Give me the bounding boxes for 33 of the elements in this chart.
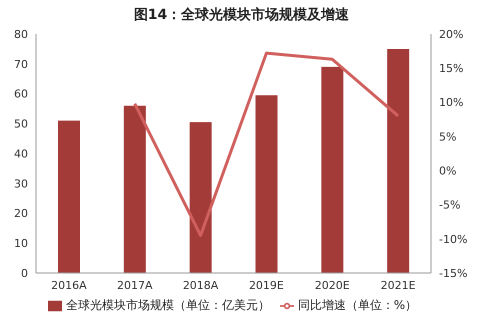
y-tick-label: 70 [14, 58, 28, 71]
bar [387, 48, 410, 273]
x-tick-label: 2016A [51, 278, 88, 292]
x-tick-label: 2021E [380, 278, 416, 292]
y-tick-label: 10 [14, 237, 28, 250]
line-series [133, 52, 400, 237]
y2-tick-label: 15% [439, 62, 464, 76]
legend-label: 同比增速（单位：%） [298, 298, 418, 312]
x-tick-label: 2018A [182, 278, 219, 292]
y-tick-label: 0 [21, 266, 28, 280]
y-tick-label: 80 [14, 28, 28, 41]
x-tick-label: 2017A [116, 278, 153, 292]
y2-tick-label: 5% [439, 130, 456, 144]
y2-tick-label: -15% [439, 266, 468, 280]
y2-tick-label: -5% [439, 198, 460, 212]
legend-label: 全球光模块市场规模（单位：亿美元） [66, 298, 270, 312]
bar [124, 106, 146, 273]
y2-tick-label: 10% [439, 96, 464, 110]
y-tick-label: 50 [14, 118, 28, 131]
y-tick-label: 40 [14, 147, 28, 160]
y2-tick-label: 0% [439, 164, 456, 178]
x-tick-label: 2020E [314, 278, 350, 292]
bar [190, 122, 212, 273]
chart-title: 图14：全球光模块市场规模及增速 [132, 6, 350, 24]
y-tick-label: 20 [14, 207, 28, 220]
bar [256, 95, 278, 273]
y-tick-label: 60 [14, 88, 28, 101]
y2-tick-label: 20% [439, 28, 464, 41]
bar [321, 66, 344, 273]
y2-tick-label: -10% [439, 232, 468, 246]
y-tick-label: 30 [14, 177, 28, 190]
bar [58, 120, 80, 273]
x-tick-label: 2019E [248, 278, 284, 292]
